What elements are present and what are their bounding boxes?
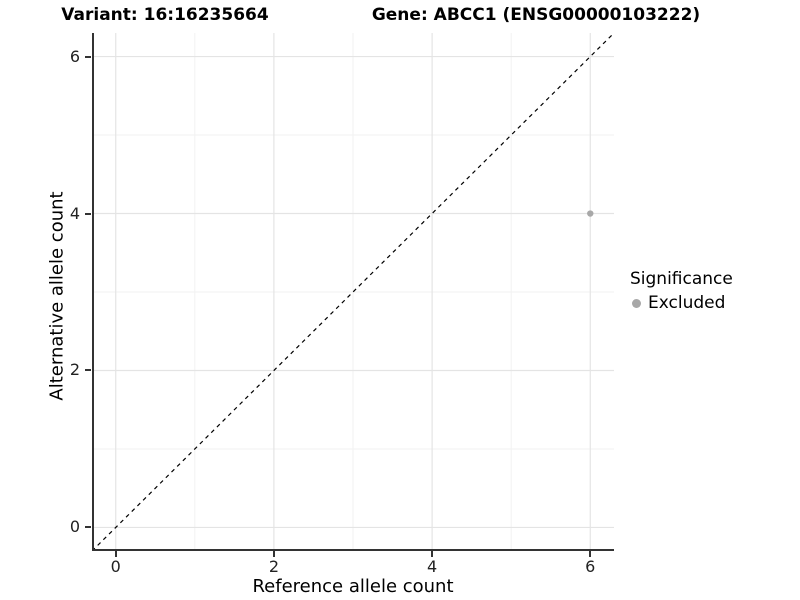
- identity-line: [92, 33, 614, 551]
- y-tick-mark: [85, 55, 91, 58]
- legend: Significance Excluded: [630, 269, 733, 313]
- x-tick-label: 0: [110, 557, 121, 576]
- x-tick-label: 6: [585, 557, 596, 576]
- legend-entries: Excluded: [630, 293, 733, 313]
- y-tick-label: 2: [69, 360, 80, 380]
- plot-panel-canvas: [92, 33, 614, 551]
- legend-title: Significance: [630, 269, 733, 289]
- x-axis-title: Reference allele count: [252, 576, 454, 597]
- legend-entry: Excluded: [630, 293, 733, 313]
- plot-title-variant: Variant: 16:16235664: [61, 5, 269, 25]
- legend-label: Excluded: [648, 293, 726, 313]
- x-tick-label: 4: [426, 557, 438, 576]
- y-tick-label: 0: [69, 517, 80, 537]
- y-axis-title: Alternative allele count: [46, 191, 68, 401]
- plot-panel: [92, 33, 614, 551]
- y-tick-label: 4: [69, 203, 80, 223]
- data-point: [587, 210, 594, 217]
- y-tick-mark: [85, 212, 91, 215]
- x-tick-mark: [431, 551, 434, 557]
- legend-point-icon: [632, 298, 641, 308]
- y-tick-label: 6: [69, 46, 80, 66]
- y-tick-mark: [85, 369, 91, 372]
- x-tick-mark: [589, 551, 592, 557]
- x-tick-mark: [272, 551, 275, 557]
- x-tick-label: 2: [268, 557, 279, 576]
- y-tick-mark: [85, 526, 91, 529]
- x-tick-mark: [114, 551, 117, 557]
- plot-title-gene: Gene: ABCC1 (ENSG00000103222): [371, 5, 701, 25]
